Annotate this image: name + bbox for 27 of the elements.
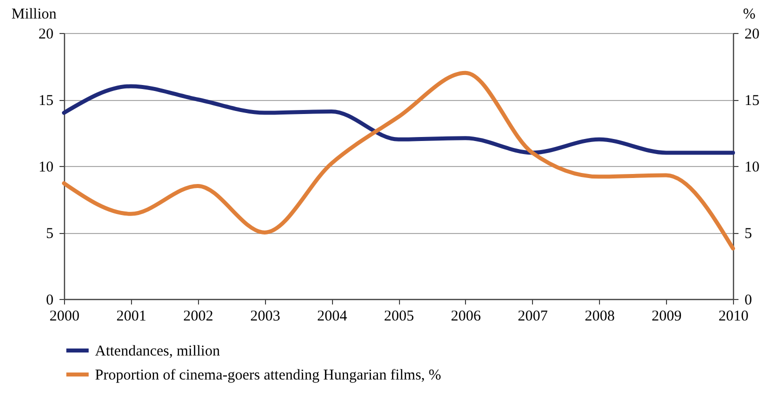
y2-tick-label: 0 — [744, 292, 752, 308]
y-axis-title: Million — [11, 6, 57, 22]
y2-tick-label: 15 — [744, 93, 760, 109]
legend-label: Proportion of cinema-goers attending Hungarian films, % — [95, 368, 442, 384]
x-tick-label: 2007 — [518, 308, 548, 324]
y2-tick-label: 5 — [744, 226, 752, 242]
x-tick-label: 2010 — [718, 308, 748, 324]
y2-tick-label: 10 — [744, 160, 760, 176]
x-tick-label: 2004 — [317, 308, 348, 324]
line-series — [62, 84, 735, 155]
y-tick-label: 10 — [38, 160, 54, 176]
y-tick-label: 5 — [46, 226, 54, 242]
x-tick-label: 2006 — [450, 308, 482, 324]
x-tick-label: 2005 — [384, 308, 414, 324]
x-tick-label: 2001 — [116, 308, 146, 324]
x-tick-label: 2008 — [584, 308, 615, 324]
y-tick-label: 20 — [38, 26, 54, 42]
legend-label: Attendances, million — [95, 344, 220, 360]
y2-tick-label: 20 — [744, 26, 760, 42]
x-tick-label: 2000 — [50, 308, 80, 324]
line-series — [62, 70, 735, 250]
x-tick-label: 2009 — [652, 308, 682, 324]
x-tick-label: 2002 — [183, 308, 214, 324]
x-tick-label: 2003 — [250, 308, 280, 324]
y2-axis-title: % — [743, 6, 756, 22]
y-tick-label: 15 — [38, 93, 54, 109]
y-tick-label: 0 — [46, 292, 54, 308]
